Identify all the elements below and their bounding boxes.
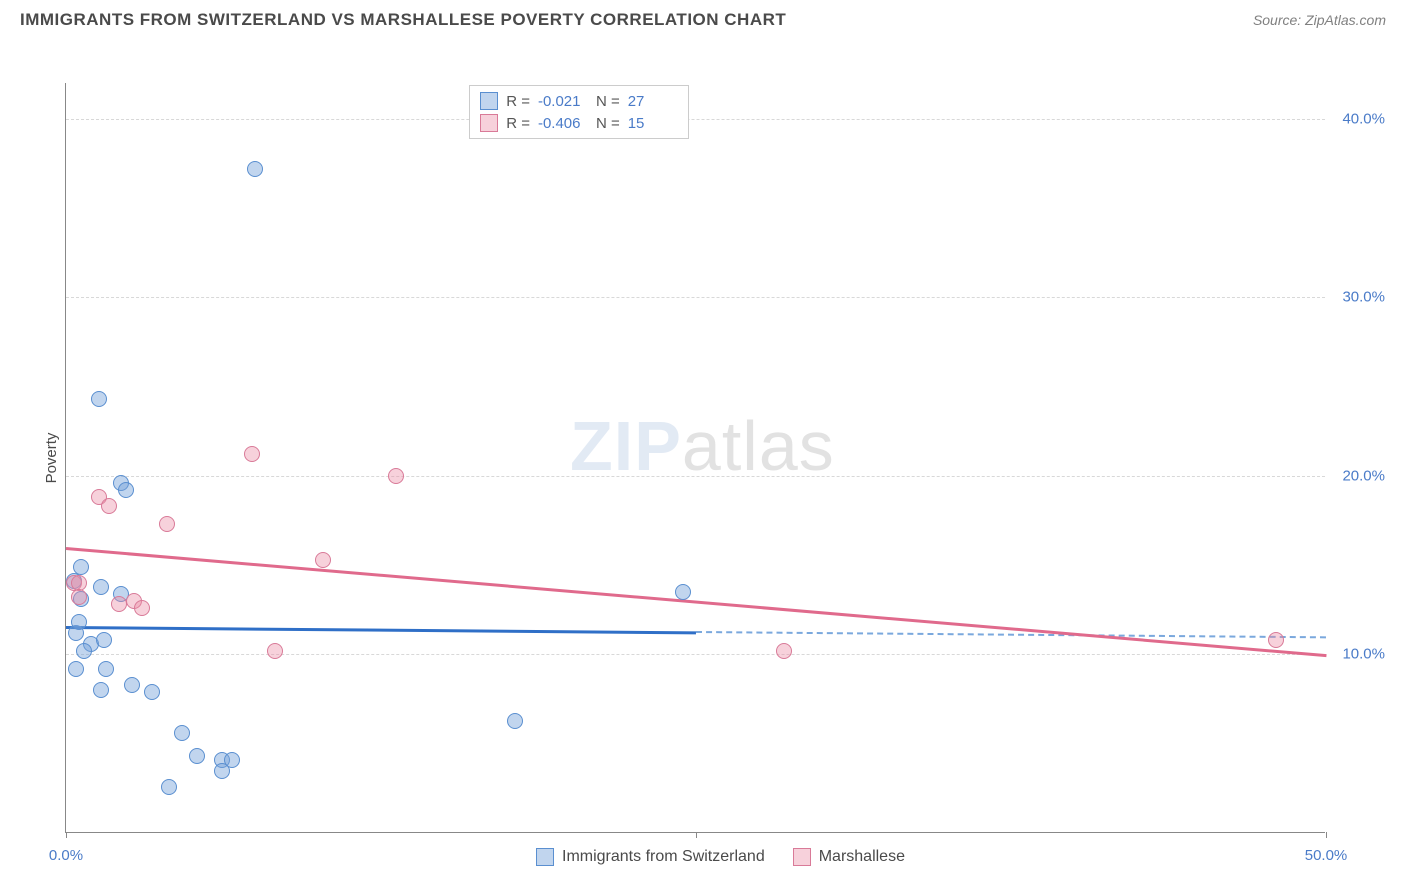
data-point-swiss (93, 579, 109, 595)
watermark-light: atlas (682, 407, 835, 485)
data-point-swiss (214, 763, 230, 779)
data-point-swiss (91, 391, 107, 407)
trend-line (66, 626, 696, 634)
watermark: ZIPatlas (570, 406, 835, 486)
data-point-marsh (159, 516, 175, 532)
data-point-swiss (71, 614, 87, 630)
plot-area: ZIPatlas 10.0%20.0%30.0%40.0%0.0%50.0%R … (65, 83, 1325, 833)
x-tick (1326, 832, 1327, 838)
grid-line (66, 297, 1325, 298)
data-point-marsh (1268, 632, 1284, 648)
data-point-swiss (124, 677, 140, 693)
chart-source: Source: ZipAtlas.com (1253, 12, 1386, 28)
legend-swatch (793, 848, 811, 866)
data-point-swiss (675, 584, 691, 600)
data-point-swiss (174, 725, 190, 741)
data-point-swiss (76, 643, 92, 659)
data-point-swiss (189, 748, 205, 764)
legend-stats-row: R = -0.021 N = 27 (480, 90, 678, 112)
legend-r-label: R = (506, 93, 530, 110)
trend-line (696, 631, 1326, 638)
y-tick-label: 10.0% (1342, 646, 1385, 663)
data-point-swiss (68, 661, 84, 677)
legend-series-label: Immigrants from Switzerland (562, 848, 765, 866)
x-tick-label: 50.0% (1305, 847, 1348, 864)
data-point-swiss (98, 661, 114, 677)
legend-n-value: 15 (628, 115, 678, 132)
x-tick-label: 0.0% (49, 847, 83, 864)
y-tick-label: 30.0% (1342, 289, 1385, 306)
data-point-marsh (776, 643, 792, 659)
legend-stats-row: R = -0.406 N = 15 (480, 112, 678, 134)
legend-series-item: Immigrants from Switzerland (536, 848, 765, 866)
data-point-swiss (96, 632, 112, 648)
data-point-marsh (315, 552, 331, 568)
legend-r-label: R = (506, 115, 530, 132)
x-tick (696, 832, 697, 838)
data-point-swiss (247, 161, 263, 177)
data-point-marsh (71, 589, 87, 605)
data-point-swiss (144, 684, 160, 700)
grid-line (66, 119, 1325, 120)
data-point-marsh (101, 498, 117, 514)
data-point-marsh (111, 596, 127, 612)
data-point-swiss (507, 713, 523, 729)
legend-swatch (536, 848, 554, 866)
chart-title: IMMIGRANTS FROM SWITZERLAND VS MARSHALLE… (20, 10, 786, 30)
legend-r-value: -0.021 (538, 93, 588, 110)
data-point-swiss (161, 779, 177, 795)
data-point-swiss (73, 559, 89, 575)
legend-stats: R = -0.021 N = 27 R = -0.406 N = 15 (469, 85, 689, 139)
legend-swatch (480, 92, 498, 110)
legend-n-label: N = (596, 115, 620, 132)
x-tick (66, 832, 67, 838)
data-point-marsh (388, 468, 404, 484)
legend-swatch (480, 114, 498, 132)
legend-series-label: Marshallese (819, 848, 905, 866)
data-point-swiss (118, 482, 134, 498)
legend-n-value: 27 (628, 93, 678, 110)
y-tick-label: 40.0% (1342, 110, 1385, 127)
data-point-swiss (93, 682, 109, 698)
y-tick-label: 20.0% (1342, 467, 1385, 484)
data-point-marsh (134, 600, 150, 616)
data-point-marsh (244, 446, 260, 462)
watermark-bold: ZIP (570, 407, 682, 485)
legend-series: Immigrants from Switzerland Marshallese (536, 848, 905, 866)
legend-n-label: N = (596, 93, 620, 110)
legend-series-item: Marshallese (793, 848, 905, 866)
grid-line (66, 654, 1325, 655)
y-axis-title: Poverty (43, 433, 60, 484)
data-point-marsh (267, 643, 283, 659)
legend-r-value: -0.406 (538, 115, 588, 132)
grid-line (66, 476, 1325, 477)
trend-line (66, 547, 1326, 657)
